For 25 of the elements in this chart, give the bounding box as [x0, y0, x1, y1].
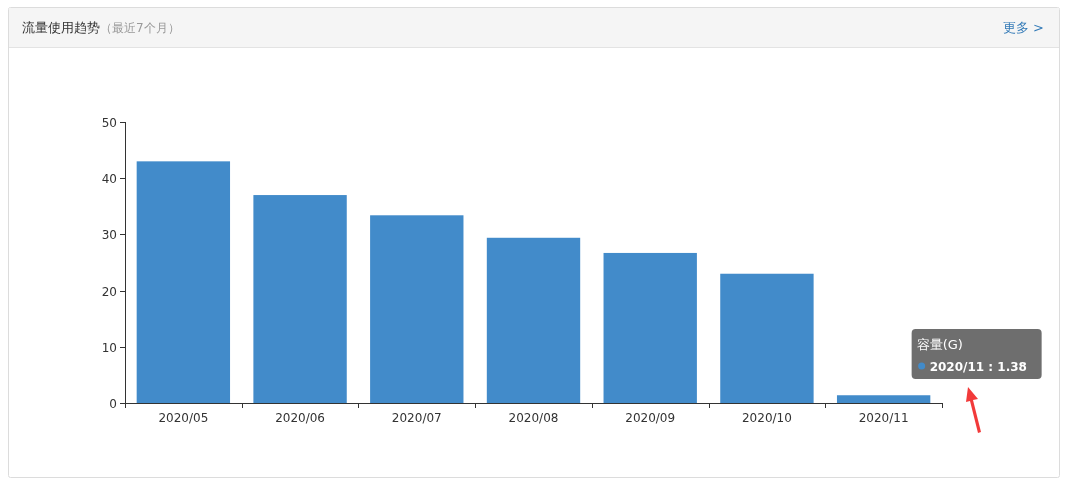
y-tick-label: 40 [101, 171, 117, 186]
y-tick-label: 10 [101, 340, 117, 355]
x-tick-label: 2020/10 [742, 411, 792, 425]
bar [486, 237, 581, 403]
x-tick-label: 2020/09 [625, 411, 676, 425]
y-tick-label: 20 [101, 284, 117, 299]
x-tick-label: 2020/06 [275, 411, 325, 425]
x-tick-label: 2020/08 [508, 411, 559, 425]
text: 更多 > [1002, 20, 1044, 35]
bar [603, 252, 697, 403]
annotation: 2020/11 : 1.38 [929, 360, 1027, 374]
bar [720, 273, 814, 403]
bar [370, 215, 464, 403]
y-tick-label: 30 [101, 227, 117, 242]
bar [253, 195, 347, 403]
chart-subtitle: （最近7个月） [100, 21, 180, 35]
bar [136, 161, 231, 403]
x-tick-label: 2020/11 [858, 411, 909, 425]
bar [836, 395, 931, 403]
chart-title: 流量使用趋势 [22, 20, 100, 35]
x-tick-label: 2020/05 [158, 411, 209, 425]
y-tick-label: 0 [109, 396, 117, 411]
text: 容量(G) [916, 337, 963, 352]
x-tick-label: 2020/07 [391, 411, 442, 425]
y-tick-label: 50 [101, 115, 117, 130]
